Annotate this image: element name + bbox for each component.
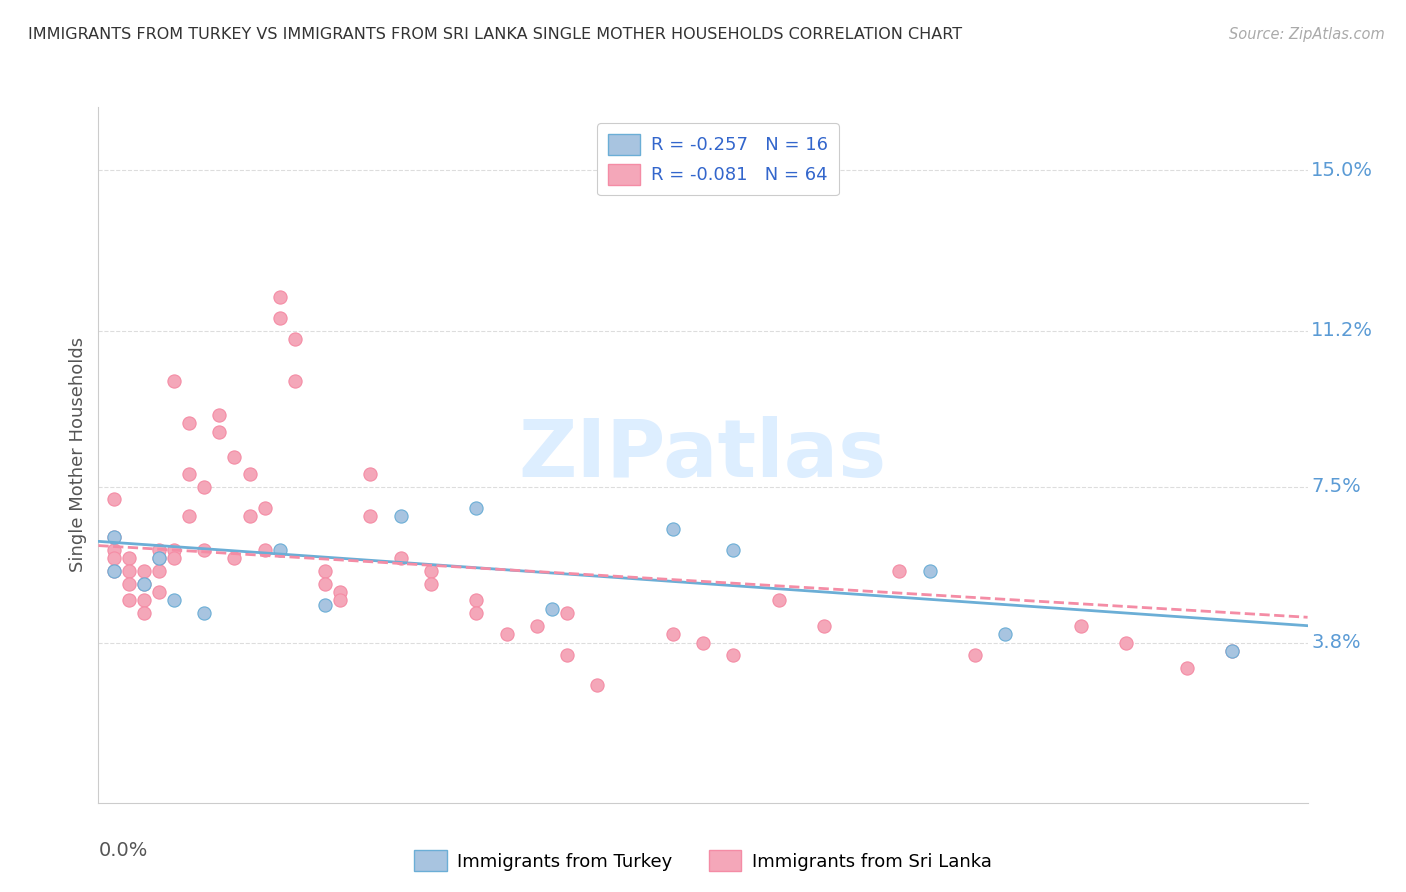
Point	[994, 627, 1017, 641]
Point	[1115, 635, 1137, 649]
Point	[103, 564, 125, 578]
Point	[314, 576, 336, 591]
Point	[661, 627, 683, 641]
Point	[284, 374, 307, 388]
Point	[148, 551, 170, 566]
Point	[813, 618, 835, 632]
Point	[118, 593, 141, 607]
Point	[389, 509, 412, 524]
Point	[269, 542, 291, 557]
Point	[179, 509, 201, 524]
Point	[495, 627, 517, 641]
Point	[132, 564, 155, 578]
Point	[239, 467, 262, 481]
Text: 15.0%: 15.0%	[1312, 161, 1374, 180]
Point	[224, 551, 246, 566]
Point	[889, 564, 911, 578]
Legend: R = -0.257   N = 16, R = -0.081   N = 64: R = -0.257 N = 16, R = -0.081 N = 64	[598, 123, 839, 195]
Point	[1220, 644, 1243, 658]
Point	[163, 551, 186, 566]
Point	[132, 576, 155, 591]
Point	[163, 593, 186, 607]
Point	[540, 602, 562, 616]
Point	[269, 310, 291, 325]
Point	[208, 425, 231, 439]
Point	[103, 530, 125, 544]
Point	[132, 593, 155, 607]
Point	[359, 467, 381, 481]
Point	[314, 564, 336, 578]
Point	[555, 606, 578, 620]
Point	[965, 648, 987, 663]
Point	[389, 551, 412, 566]
Text: 7.5%: 7.5%	[1312, 477, 1361, 496]
Point	[314, 598, 336, 612]
Point	[1220, 644, 1243, 658]
Point	[193, 479, 215, 493]
Point	[148, 585, 170, 599]
Point	[723, 542, 745, 557]
Point	[419, 576, 441, 591]
Legend: Immigrants from Turkey, Immigrants from Sri Lanka: Immigrants from Turkey, Immigrants from …	[406, 843, 1000, 879]
Point	[103, 542, 125, 557]
Text: 0.0%: 0.0%	[98, 841, 148, 860]
Point	[148, 564, 170, 578]
Point	[359, 509, 381, 524]
Point	[723, 648, 745, 663]
Point	[526, 618, 548, 632]
Text: 3.8%: 3.8%	[1312, 633, 1361, 652]
Point	[163, 374, 186, 388]
Point	[465, 606, 488, 620]
Point	[179, 467, 201, 481]
Point	[163, 542, 186, 557]
Point	[768, 593, 790, 607]
Point	[103, 564, 125, 578]
Point	[224, 450, 246, 464]
Point	[284, 332, 307, 346]
Point	[1070, 618, 1092, 632]
Point	[118, 551, 141, 566]
Point	[103, 551, 125, 566]
Text: IMMIGRANTS FROM TURKEY VS IMMIGRANTS FROM SRI LANKA SINGLE MOTHER HOUSEHOLDS COR: IMMIGRANTS FROM TURKEY VS IMMIGRANTS FRO…	[28, 27, 962, 42]
Point	[148, 551, 170, 566]
Point	[329, 593, 352, 607]
Point	[239, 509, 262, 524]
Text: 11.2%: 11.2%	[1312, 321, 1374, 340]
Point	[103, 492, 125, 507]
Point	[132, 606, 155, 620]
Point	[253, 500, 276, 515]
Point	[148, 542, 170, 557]
Point	[103, 530, 125, 544]
Point	[253, 542, 276, 557]
Point	[329, 585, 352, 599]
Text: Source: ZipAtlas.com: Source: ZipAtlas.com	[1229, 27, 1385, 42]
Point	[1175, 661, 1198, 675]
Point	[918, 564, 941, 578]
Point	[661, 522, 683, 536]
Point	[586, 678, 609, 692]
Point	[465, 593, 488, 607]
Point	[193, 606, 215, 620]
Point	[193, 542, 215, 557]
Y-axis label: Single Mother Households: Single Mother Households	[69, 337, 87, 573]
Point	[419, 564, 441, 578]
Point	[132, 576, 155, 591]
Text: ZIPatlas: ZIPatlas	[519, 416, 887, 494]
Point	[179, 417, 201, 431]
Point	[118, 576, 141, 591]
Point	[465, 500, 488, 515]
Point	[208, 408, 231, 422]
Point	[269, 290, 291, 304]
Point	[118, 564, 141, 578]
Point	[555, 648, 578, 663]
Point	[692, 635, 714, 649]
